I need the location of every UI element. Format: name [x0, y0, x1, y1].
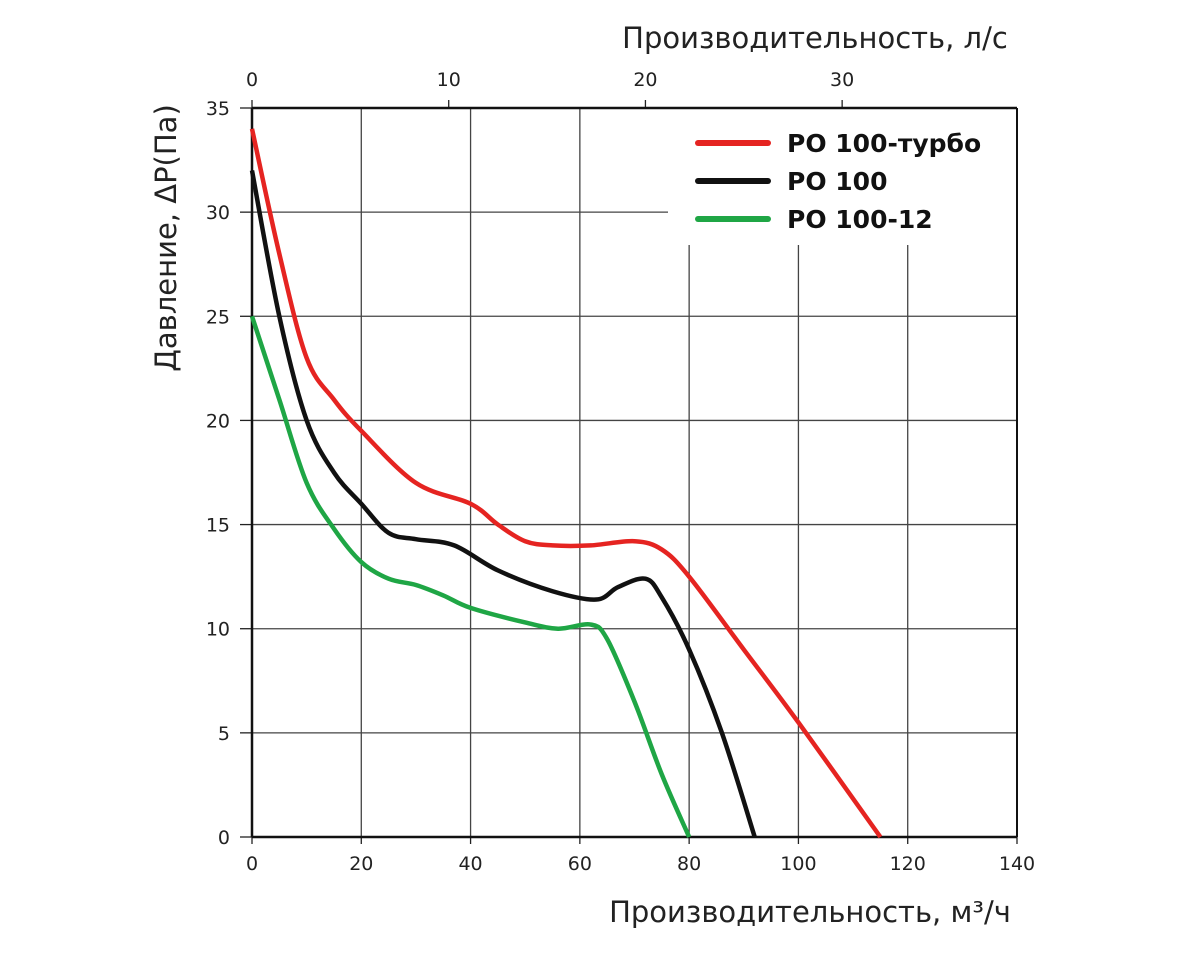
grid: [252, 108, 1017, 837]
x-top-tick-label: 10: [437, 69, 461, 91]
y-tick-label: 5: [218, 723, 230, 745]
series-line: [249, 128, 883, 839]
series-line: [249, 315, 692, 838]
legend-label: PO 100: [787, 167, 887, 196]
y-tick-label: 20: [206, 410, 230, 432]
y-tick-label: 35: [206, 98, 230, 120]
x-tick-label: 80: [677, 853, 701, 875]
x-top-tick-label: 30: [830, 69, 854, 91]
series-lines: [249, 128, 883, 839]
x-tick-label: 100: [780, 853, 816, 875]
y-axis-label: Давление, ΔP(Па): [149, 104, 183, 372]
y-tick-label: 30: [206, 202, 230, 224]
x-tick-label: 60: [568, 853, 592, 875]
y-tick-label: 10: [206, 619, 230, 641]
x-tick-label: 40: [458, 853, 482, 875]
legend-label: PO 100-12: [787, 205, 933, 234]
y-tick-label: 25: [206, 306, 230, 328]
axes: [240, 100, 1018, 844]
series-line: [249, 170, 757, 838]
x-tick-label: 120: [890, 853, 926, 875]
y-tick-label: 0: [218, 827, 230, 849]
x-axis-label: Производительность, м³/ч: [609, 895, 1011, 929]
legend-label: PO 100-турбо: [787, 129, 981, 158]
x-tick-label: 140: [999, 853, 1035, 875]
tick-labels: 0 20 40 60 80 100 120 140 0 5 10 15 20 25 30 35 0 10 20 30: [206, 69, 1035, 875]
x-top-tick-label: 0: [246, 69, 258, 91]
x-top-tick-label: 20: [633, 69, 657, 91]
y-tick-label: 15: [206, 515, 230, 537]
x-tick-label: 0: [246, 853, 258, 875]
legend: PO 100-турбо PO 100 PO 100-12: [695, 129, 981, 234]
x-tick-label: 20: [349, 853, 373, 875]
x-axis-top-label: Производительность, л/с: [622, 21, 1008, 55]
